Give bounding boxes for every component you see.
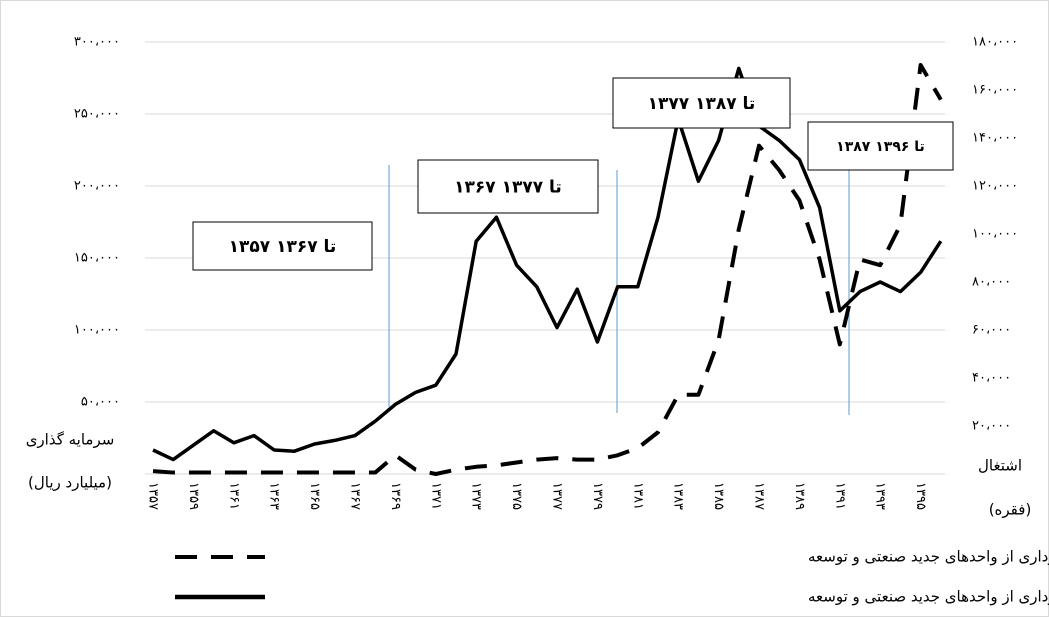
y-tick-label: ۲۵۰،۰۰۰ bbox=[74, 107, 120, 122]
x-tick-label: ۱۳۵۹ bbox=[186, 482, 201, 510]
y-tick-label: ۱۰۰،۰۰۰ bbox=[74, 323, 120, 338]
x-tick-label: ۱۳۶۱ bbox=[226, 482, 241, 510]
annotation: ۱۳۷۷ تا ۱۳۸۷ bbox=[648, 94, 756, 114]
legend-label: سرمایه گذاری پروانه بهره برداری از واحده… bbox=[808, 548, 1049, 567]
annotation: ۱۳۸۷ تا ۱۳۹۶ bbox=[836, 139, 925, 155]
x-tick-label: ۱۳۵۷ bbox=[146, 482, 161, 510]
x-tick-label: ۱۳۶۹ bbox=[388, 482, 403, 510]
annotation-box bbox=[417, 159, 599, 214]
annotation-box bbox=[612, 77, 791, 129]
x-tick-label: ۱۳۷۵ bbox=[509, 482, 524, 510]
x-tick-label: ۱۳۷۹ bbox=[590, 482, 605, 510]
x-tick-label: ۱۳۸۱ bbox=[630, 482, 645, 510]
y2-axis-label: اشتغال bbox=[978, 457, 1022, 475]
y2-tick-label: ۲۰،۰۰۰ bbox=[972, 419, 1011, 434]
x-tick-label: ۱۳۶۵ bbox=[307, 482, 322, 510]
x-tick-label: ۱۳۷۷ bbox=[550, 482, 565, 510]
x-tick-label: ۱۳۶۷ bbox=[348, 482, 363, 510]
x-tick-label: ۱۳۹۳ bbox=[873, 482, 888, 510]
x-tick-label: ۱۳۸۳ bbox=[671, 482, 686, 510]
y-axis-label: (میلیارد ریال) bbox=[28, 474, 112, 492]
x-tick-label: ۱۳۸۵ bbox=[711, 482, 726, 510]
y2-tick-label: ۶۰،۰۰۰ bbox=[972, 323, 1011, 338]
x-tick-label: ۱۳۹۵ bbox=[913, 482, 928, 510]
y-tick-label: ۳۰۰،۰۰۰ bbox=[74, 35, 120, 50]
y2-tick-label: ۱۶۰،۰۰۰ bbox=[972, 83, 1018, 98]
y2-tick-label: ۴۰،۰۰۰ bbox=[972, 371, 1011, 386]
series-line bbox=[152, 66, 943, 462]
y2-tick-label: ۱۰۰،۰۰۰ bbox=[972, 227, 1018, 242]
y-tick-label: ۲۰۰،۰۰۰ bbox=[74, 179, 120, 194]
x-tick-label: ۱۳۹۱ bbox=[832, 482, 847, 510]
y-tick-label: ۱۵۰،۰۰۰ bbox=[74, 251, 120, 266]
annotation-box bbox=[807, 121, 954, 171]
annotation-box bbox=[192, 221, 373, 271]
y-tick-label: ۵۰،۰۰۰ bbox=[81, 395, 120, 410]
y2-tick-label: ۱۴۰،۰۰۰ bbox=[972, 131, 1018, 146]
y2-tick-label: ۱۲۰،۰۰۰ bbox=[972, 179, 1018, 194]
x-tick-label: ۱۳۸۹ bbox=[792, 482, 807, 510]
y2-tick-label: ۱۸۰،۰۰۰ bbox=[972, 35, 1018, 50]
x-tick-label: ۱۳۶۳ bbox=[267, 482, 282, 510]
y-axis-label: سرمایه گذاری bbox=[26, 431, 115, 449]
x-tick-label: ۱۳۷۱ bbox=[428, 482, 443, 510]
annotation: ۱۳۶۷ تا ۱۳۷۷ bbox=[454, 178, 562, 198]
legend-label: اشتغال ایجاد شده پروانه بهره برداری از و… bbox=[808, 588, 1049, 607]
x-tick-label: ۱۳۸۷ bbox=[752, 482, 767, 510]
y2-tick-label: ۸۰،۰۰۰ bbox=[972, 275, 1011, 290]
series-line bbox=[152, 63, 943, 476]
y2-axis-label: (فقره) bbox=[989, 501, 1032, 519]
annotation: ۱۳۵۷ تا ۱۳۶۷ bbox=[229, 237, 337, 257]
x-tick-label: ۱۳۷۳ bbox=[469, 482, 484, 510]
